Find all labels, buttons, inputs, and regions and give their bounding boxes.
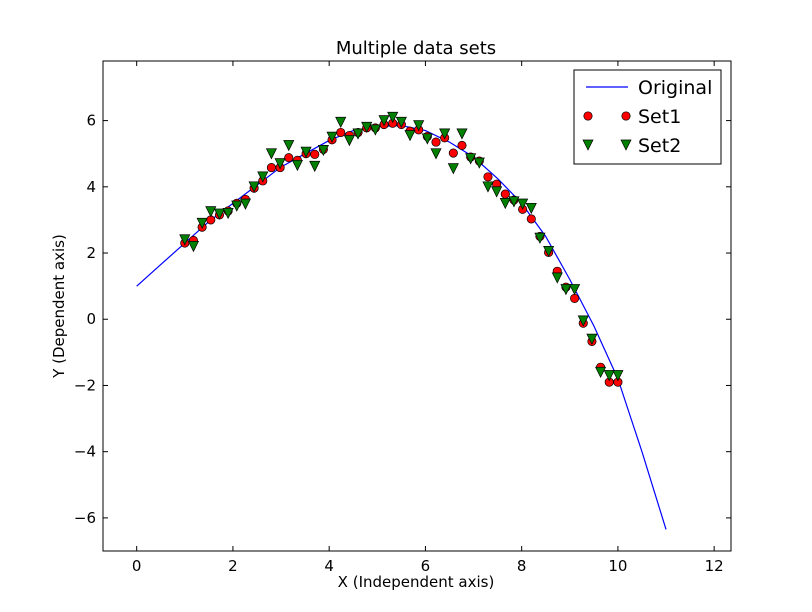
data-point-set1 — [310, 149, 320, 159]
data-point-set2 — [222, 207, 234, 220]
x-axis-label: X (Independent axis) — [338, 573, 495, 591]
data-point-set2 — [569, 284, 581, 296]
data-point-set2 — [387, 111, 399, 124]
plot-frame — [102, 60, 732, 552]
data-point-set2 — [491, 186, 503, 198]
data-point-set1 — [500, 189, 510, 199]
y-tick-label: 0 — [86, 310, 96, 328]
data-point-set2 — [395, 116, 407, 129]
legend-swatch-set2 — [582, 139, 594, 151]
x-tick-label: 4 — [324, 557, 334, 575]
data-point-set2 — [265, 148, 277, 160]
data-point-set2 — [612, 370, 624, 382]
data-point-set2 — [404, 130, 416, 142]
data-point-set2 — [534, 232, 546, 244]
data-point-set2 — [187, 241, 200, 253]
y-tick-label: 2 — [86, 244, 96, 262]
data-point-set2 — [551, 272, 563, 284]
legend-label-original: Original — [638, 77, 712, 99]
data-point-set2 — [482, 181, 494, 193]
data-layer — [136, 111, 667, 530]
data-point-set2 — [257, 171, 269, 183]
data-point-set2 — [239, 198, 252, 210]
data-point-set2 — [291, 159, 303, 172]
data-point-set2 — [274, 158, 286, 170]
y-tick-label: −4 — [74, 443, 96, 461]
data-point-set2 — [447, 163, 459, 175]
data-point-set2 — [439, 128, 451, 140]
data-point-set2 — [205, 206, 217, 218]
data-point-set2 — [413, 120, 425, 132]
legend-swatch-set2 — [620, 139, 632, 151]
data-point-set1 — [457, 140, 467, 150]
data-point-set2 — [508, 196, 520, 208]
legend-box — [573, 69, 722, 165]
data-point-set2 — [473, 157, 485, 169]
data-point-set2 — [577, 315, 589, 327]
data-point-set2 — [326, 131, 338, 143]
data-point-set2 — [543, 246, 555, 258]
data-point-set2 — [378, 115, 390, 127]
chart-title: Multiple data sets — [336, 38, 496, 59]
x-tick-label: 8 — [517, 557, 527, 575]
x-tick-label: 12 — [705, 557, 724, 575]
data-point-set2 — [465, 153, 477, 165]
data-point-set1 — [448, 148, 458, 158]
legend-label-set1: Set1 — [638, 106, 681, 128]
data-point-set2 — [352, 128, 364, 140]
data-point-set1 — [526, 214, 536, 224]
data-point-set2 — [179, 234, 191, 246]
data-point-set2 — [213, 208, 226, 220]
data-point-set1 — [336, 127, 346, 138]
legend-swatch-set1 — [583, 111, 593, 121]
data-point-set2 — [196, 217, 208, 230]
data-point-set2 — [603, 370, 615, 382]
data-point-set2 — [499, 198, 511, 210]
data-point-set2 — [300, 146, 312, 158]
data-point-set2 — [343, 135, 355, 147]
legend-label-set2: Set2 — [638, 135, 681, 157]
data-point-set1 — [570, 293, 580, 303]
y-tick-label: −2 — [74, 376, 96, 394]
x-tick-label: 2 — [228, 557, 238, 575]
legend-swatch-set1 — [621, 111, 631, 121]
y-tick-label: 6 — [86, 112, 96, 130]
data-point-set2 — [430, 148, 442, 160]
data-point-set2 — [309, 160, 321, 173]
x-tick-label: 6 — [421, 557, 431, 575]
data-point-set2 — [517, 198, 529, 210]
data-point-set2 — [586, 333, 598, 345]
data-point-set1 — [284, 153, 294, 163]
data-point-set2 — [361, 121, 373, 134]
x-tick-label: 0 — [132, 557, 142, 575]
data-point-set2 — [335, 116, 347, 129]
data-point-set2 — [560, 284, 572, 296]
data-point-set1 — [483, 172, 493, 182]
data-point-set2 — [369, 124, 381, 136]
data-point-set2 — [595, 366, 607, 379]
legend: Original Set1 Set2 — [573, 69, 722, 165]
y-tick-label: −6 — [74, 509, 96, 527]
data-point-set1 — [431, 137, 441, 147]
data-point-set2 — [317, 145, 329, 157]
plot-area: 0 2 4 6 8 10 12 −6 −4 −2 0 2 4 6 — [74, 60, 732, 575]
data-point-set2 — [283, 140, 295, 152]
y-tick-label: 4 — [86, 178, 96, 196]
data-point-set2 — [231, 200, 243, 212]
x-tick-label: 10 — [608, 557, 627, 575]
data-point-set1 — [266, 163, 276, 173]
y-axis-label: Y (Dependent axis) — [50, 234, 68, 379]
data-point-set2 — [525, 202, 537, 215]
data-point-set2 — [421, 133, 433, 145]
data-point-set2 — [248, 181, 260, 193]
data-point-set2 — [456, 128, 468, 140]
